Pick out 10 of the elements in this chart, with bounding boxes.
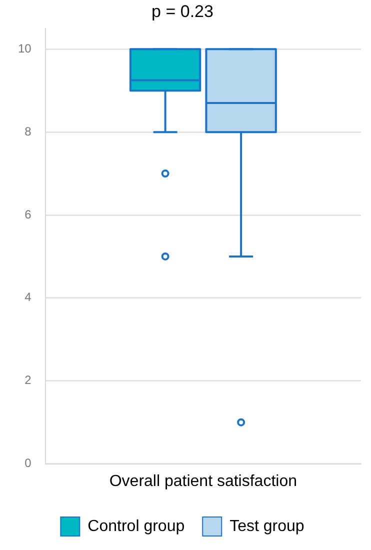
y-tick-label: 2 <box>24 373 32 388</box>
y-tick-label: 6 <box>24 207 32 222</box>
y-tick-label: 8 <box>24 124 32 138</box>
y-tick-label: 4 <box>24 290 32 304</box>
y-tick-label: 0 <box>24 456 32 470</box>
legend-label: Control group <box>88 518 185 535</box>
y-tick-label: 10 <box>18 41 32 56</box>
chart-title: p = 0.23 <box>152 2 214 21</box>
legend-label: Test group <box>230 518 304 535</box>
x-tick-label: Overall patient satisfaction <box>109 472 297 490</box>
